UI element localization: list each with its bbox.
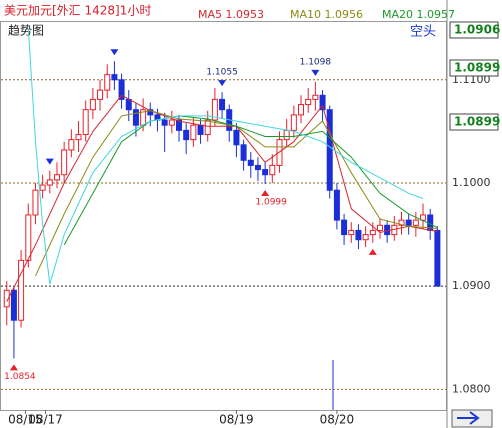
sell-marker (311, 69, 320, 76)
candle-body (269, 164, 276, 176)
candle-body (326, 109, 333, 191)
price-box-label: 1.0899 (454, 61, 500, 75)
candle-body (147, 109, 154, 116)
ma-line (63, 115, 438, 246)
legend-label: MA20 1.0957 (382, 8, 455, 21)
ma-line (6, 94, 438, 302)
candle-body (46, 179, 53, 186)
y-tick-label: 1.0900 (452, 279, 491, 292)
candle-body (283, 129, 290, 141)
candle-body (376, 224, 383, 231)
candle-body (348, 229, 355, 236)
candle-body (118, 79, 125, 100)
candle-body (68, 139, 75, 151)
buy-marker (261, 190, 270, 197)
candle-body (204, 119, 211, 135)
candle-body (111, 74, 118, 81)
candle-body (434, 229, 441, 287)
candle-body (233, 129, 240, 146)
signal-label: 空头 (410, 25, 436, 40)
candle-body (39, 184, 46, 191)
candle-body (61, 149, 68, 176)
candle-body (176, 119, 182, 131)
candle-body (3, 289, 10, 308)
candle-body (319, 94, 326, 111)
candle-body (125, 98, 132, 111)
candle-body (104, 74, 111, 91)
y-tick-label: 1.1000 (452, 176, 491, 189)
candle-body (362, 234, 369, 241)
candle-body (132, 109, 139, 126)
candle-body (298, 104, 305, 116)
candle-body (32, 189, 39, 216)
candle-body (219, 98, 226, 111)
annotation: 1.0854 (4, 372, 36, 382)
candle-body (97, 89, 104, 100)
buy-marker (9, 364, 18, 371)
sell-marker (45, 158, 54, 165)
candle-body (25, 214, 32, 261)
candle-body (161, 119, 168, 126)
candle-body (384, 224, 391, 236)
price-box (449, 59, 499, 77)
price-box-label: 1.0899 (454, 115, 500, 129)
candle-body (412, 219, 419, 226)
chart-title: 美元加元[外汇 1428]1小时 (4, 4, 151, 18)
candle-body (168, 119, 175, 126)
sell-marker (218, 80, 227, 87)
x-tick-label: 08/19 (219, 413, 254, 427)
candle-body (398, 219, 405, 226)
legend-label: MA5 1.0953 (198, 8, 264, 21)
candle-body (89, 98, 96, 111)
candle-body (290, 114, 297, 131)
chart-subtitle: 趋势图 (8, 24, 44, 38)
candle-body (355, 229, 362, 241)
annotation: 1.0999 (255, 198, 287, 208)
annotation: 1.1055 (206, 68, 238, 78)
candle-body (405, 219, 412, 226)
candle-body (305, 98, 312, 106)
price-box (449, 113, 499, 131)
x-tick-label: 08/20 (320, 413, 355, 427)
legend-label: MA10 1.0956 (290, 8, 363, 21)
candle-body (10, 289, 17, 321)
y-tick-label: 1.0800 (452, 382, 491, 395)
sell-marker (110, 49, 119, 56)
candle-body (211, 98, 218, 121)
candle-body (240, 144, 247, 161)
candle-body (247, 159, 254, 166)
x-tick-label: 08/15 (8, 413, 43, 427)
price-box (449, 21, 499, 39)
candle-body (369, 229, 376, 236)
annotation: 1.1098 (300, 57, 332, 67)
candle-body (197, 124, 204, 135)
candle-body (190, 124, 197, 141)
candle-body (82, 109, 89, 135)
candle-body (312, 94, 319, 100)
candle-body (254, 164, 261, 171)
candle-body (18, 259, 25, 321)
candle-body (183, 129, 190, 141)
next-button[interactable] (451, 409, 493, 428)
candle-body (333, 189, 340, 221)
price-box-label: 1.0906 (454, 23, 500, 37)
candle-body (75, 133, 82, 141)
x-tick-label: 08/17 (28, 413, 63, 427)
candle-body (262, 169, 269, 176)
ma-line (27, 28, 424, 285)
candle-body (341, 219, 348, 236)
arrow-icon (457, 411, 480, 425)
candle-body (53, 174, 60, 181)
buy-marker (368, 248, 377, 255)
